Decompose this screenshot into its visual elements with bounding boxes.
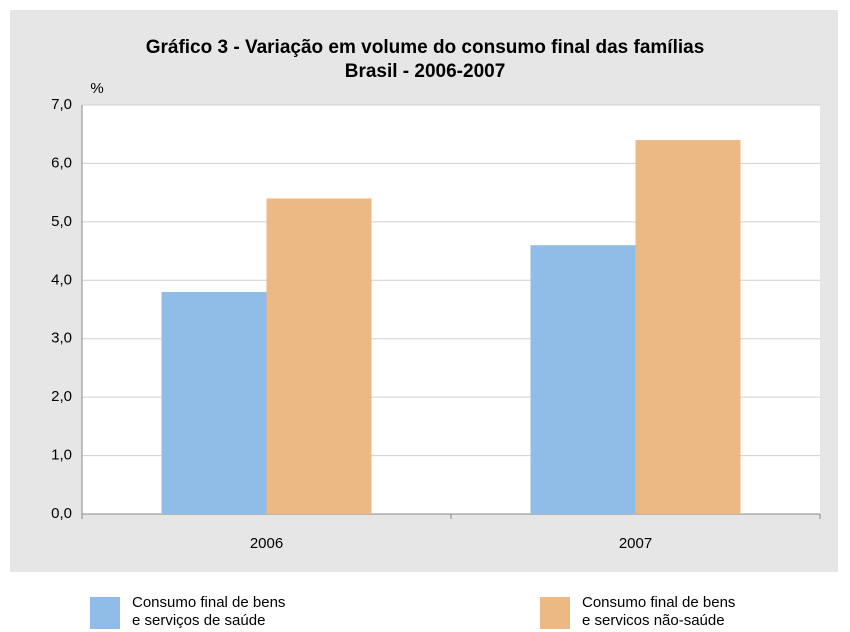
bar [161,291,267,514]
y-tick-label: 7,0 [51,96,72,113]
chart-subtitle: Brasil - 2006-2007 [345,61,506,82]
legend-label: Consumo final de bens e serviços de saúd… [132,594,286,629]
x-tick-label: 2007 [619,535,652,552]
x-tick-label: 2006 [250,535,283,552]
legend-swatch [540,597,570,629]
y-tick-label: 2,0 [51,388,72,405]
bar [266,198,372,514]
y-tick-label: 4,0 [51,271,72,288]
legend-swatch [90,597,120,629]
y-axis-label: % [90,80,103,97]
y-tick-label: 1,0 [51,447,72,464]
y-tick-label: 5,0 [51,213,72,230]
bar [530,245,636,514]
bar [635,140,741,515]
legend-label: Consumo final de bens e servicos não-saú… [582,594,736,629]
y-tick-label: 6,0 [51,154,72,171]
y-tick-label: 0,0 [51,505,72,522]
y-tick-label: 3,0 [51,330,72,347]
chart-title: Gráfico 3 - Variação em volume do consum… [146,37,705,58]
